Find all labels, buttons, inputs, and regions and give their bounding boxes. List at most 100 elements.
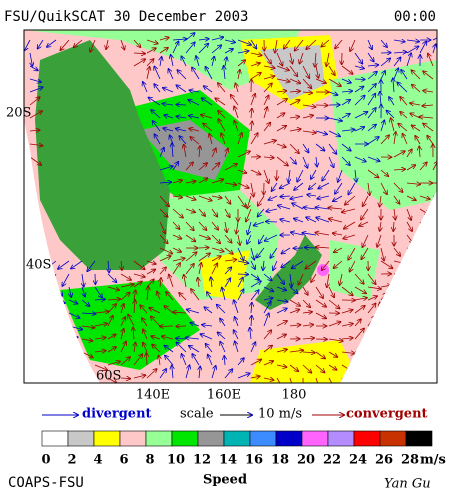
wind-vector [276,273,284,284]
wind-vector [217,305,226,314]
wind-vector [237,51,249,53]
wind-vector [250,281,261,288]
wind-vector [198,44,208,54]
colorbar-swatch [379,430,407,447]
wind-vector [251,182,254,197]
wind-vector [147,67,150,80]
wind-vector [225,221,227,232]
wind-vector [362,234,369,247]
wind-vector [87,260,96,271]
wind-vector [120,39,124,50]
wind-vector [393,151,405,158]
wind-vector [424,295,434,301]
wind-vector [341,78,351,83]
wind-vector [107,361,120,366]
wind-vector [393,68,398,80]
wind-vector [247,195,252,208]
wind-vector [276,65,289,70]
wind-vector [393,57,401,67]
legend-convergent: convergent [346,407,428,422]
wind-vector [179,293,187,301]
wind-vector [432,234,437,239]
wind-vector [289,91,300,92]
wind-vector [367,364,377,365]
wind-vector [315,130,327,134]
wind-vector [146,48,156,54]
wind-vector [176,116,187,118]
wind-vector [94,324,107,326]
wind-vector [393,279,401,288]
wind-vector [380,120,384,132]
wind-vector [341,338,353,339]
wind-vector [184,275,186,288]
wind-vector [68,337,78,339]
wind-vector [235,317,239,327]
wind-vector [289,350,303,352]
wind-vector [257,247,265,258]
wind-vector [146,353,147,366]
wind-vector [166,292,174,301]
wind-vector [26,182,31,192]
wind-vector [290,52,292,64]
wind-vector [428,54,434,67]
wind-vector [68,312,80,318]
wind-vector [432,256,437,262]
wind-vector [263,313,269,327]
wind-vector [354,273,364,284]
wind-vector [172,258,185,261]
wind-vector [423,91,434,92]
wind-vector [82,273,84,287]
wind-vector [361,247,369,259]
wind-vector [201,115,213,119]
wind-vector [354,319,361,327]
wind-vector [237,133,242,145]
wind-vector [290,273,292,287]
wind-vector [55,351,67,359]
wind-vector [354,86,364,93]
wind-vector [29,169,30,183]
wind-vector [143,329,148,340]
wind-vector [393,78,394,93]
wind-vector [266,221,278,222]
wind-vector [250,247,254,260]
wind-vector [198,234,210,239]
wind-vector [192,67,200,80]
wind-vector [172,39,187,40]
wind-vector [171,55,173,67]
wind-vector [328,339,343,341]
wind-vector [341,286,353,295]
wind-vector [367,296,377,301]
wind-vector [354,52,362,64]
wind-vector [276,349,287,352]
wind-vector [218,111,226,119]
wind-vector [276,113,285,119]
wind-vector [185,234,195,241]
colorbar-tick-label: 4 [93,453,102,468]
wind-vector [237,261,248,263]
wind-vector [250,376,260,378]
wind-vector [391,118,395,132]
wind-vector [363,195,369,206]
wind-vector [419,41,426,54]
colorbar: 0 2 4 6 8 10 12 14 16 18 20 22 24 26 28 m/s [41,430,446,468]
wind-vector [211,37,223,40]
wind-vector [120,357,130,366]
wind-vector [151,110,161,119]
wind-vector [221,133,226,145]
wind-vector [198,39,209,40]
wind-vector [315,52,316,67]
wind-vector [133,260,145,269]
wind-vector [234,121,239,132]
wind-vector [107,286,119,290]
wind-vector [280,182,291,188]
wind-vector [333,260,343,268]
wind-vector [202,98,213,106]
wind-vector [289,65,297,76]
wind-vector [367,108,376,119]
wind-zone [250,340,360,383]
wind-vector [107,304,116,314]
wind-vector [225,148,228,158]
wind-vector [276,334,286,340]
wind-vector [211,148,216,158]
wind-vector [68,364,79,372]
